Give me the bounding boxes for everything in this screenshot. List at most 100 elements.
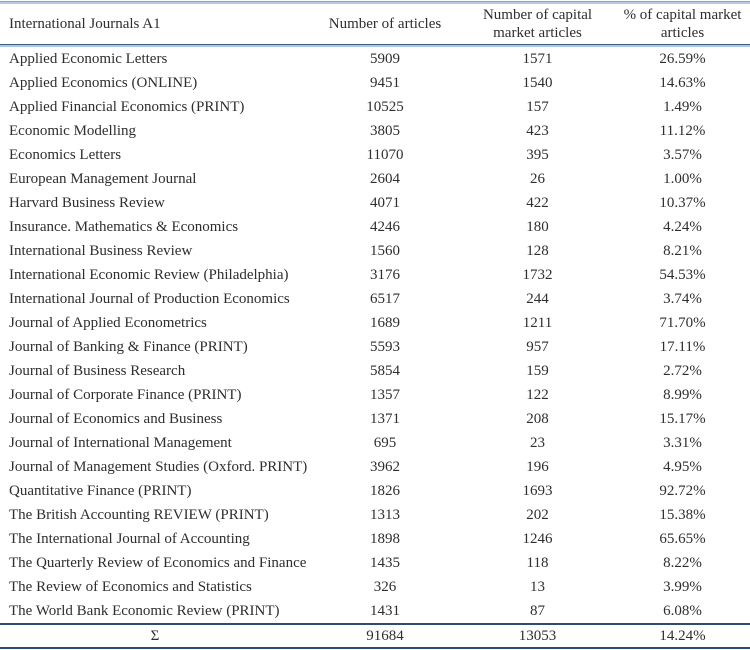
table-row: The World Bank Economic Review (PRINT) 1… (0, 599, 750, 623)
capital-market-articles-cell: 244 (526, 290, 549, 307)
capital-market-articles-cell: 422 (526, 194, 549, 211)
table-row: Journal of Corporate Finance (PRINT) 135… (0, 383, 750, 407)
header-separator-rule (0, 44, 750, 47)
capital-market-percentage-cell: 1.49% (663, 98, 702, 115)
capital-market-percentage-cell: 15.17% (659, 410, 706, 427)
table-row: Journal of Applied Econometrics 1689 121… (0, 311, 750, 335)
capital-market-percentage-cell: 15.38% (659, 506, 706, 523)
table-row: The Review of Economics and Statistics 3… (0, 575, 750, 599)
articles-count-cell: 10525 (366, 98, 404, 115)
journal-name-cell: The International Journal of Accounting (9, 530, 250, 547)
capital-market-articles-cell: 118 (526, 554, 549, 571)
articles-count-cell: 326 (373, 578, 397, 595)
table-row: The Quarterly Review of Economics and Fi… (0, 551, 750, 575)
capital-market-articles-cell: 122 (526, 386, 549, 403)
capital-market-percentage-cell: 3.74% (663, 290, 702, 307)
table-row: Journal of Banking & Finance (PRINT) 559… (0, 335, 750, 359)
table-row: International Economic Review (Philadelp… (0, 263, 750, 287)
table-row: European Management Journal 2604 26 1.00… (0, 167, 750, 191)
capital-market-percentage-cell: 92.72% (659, 482, 706, 499)
capital-market-articles-cell: 159 (526, 362, 549, 379)
journal-name-cell: Journal of Banking & Finance (PRINT) (9, 338, 248, 355)
header-number-of-capital-market-articles: Number of capital market articles (482, 7, 593, 41)
table-row: Insurance. Mathematics & Economics 4246 … (0, 215, 750, 239)
capital-market-articles-cell: 180 (526, 218, 549, 235)
capital-market-articles-cell: 128 (526, 242, 549, 259)
total-separator-rule (0, 623, 750, 625)
capital-market-percentage-cell: 8.21% (663, 242, 702, 259)
capital-market-articles-cell: 87 (530, 602, 545, 619)
capital-market-articles-cell: 1246 (522, 530, 553, 547)
capital-market-percentage-cell: 17.11% (659, 338, 706, 355)
capital-market-articles-cell: 395 (526, 146, 549, 163)
capital-market-percentage-cell: 6.08% (663, 602, 702, 619)
capital-market-percentage-cell: 4.24% (663, 218, 702, 235)
articles-count-cell: 1826 (370, 482, 400, 499)
articles-count-cell: 3176 (370, 266, 400, 283)
table-row: Economics Letters 11070 395 3.57% (0, 143, 750, 167)
journal-name-cell: International Economic Review (Philadelp… (9, 266, 289, 283)
table-row: Applied Economics (ONLINE) 9451 1540 14.… (0, 71, 750, 95)
capital-market-percentage-cell: 3.57% (663, 146, 702, 163)
capital-market-percentage-cell: 54.53% (659, 266, 706, 283)
articles-count-cell: 2604 (370, 170, 400, 187)
total-row: Σ 91684 13053 14.24% (0, 625, 750, 647)
articles-count-cell: 1371 (370, 410, 400, 427)
table-bottom-rule (0, 647, 750, 650)
capital-market-articles-cell: 202 (526, 506, 549, 523)
capital-market-percentage-cell: 65.65% (659, 530, 706, 547)
articles-count-cell: 1898 (370, 530, 400, 547)
capital-market-percentage-cell: 4.95% (663, 458, 702, 475)
table-row: The International Journal of Accounting … (0, 527, 750, 551)
journal-name-cell: Applied Economics (ONLINE) (9, 74, 198, 91)
capital-market-articles-cell: 157 (526, 98, 549, 115)
journal-name-cell: Economics Letters (9, 146, 122, 163)
capital-market-articles-cell: 1540 (522, 74, 553, 91)
capital-market-percentage-cell: 71.70% (659, 314, 706, 331)
articles-count-cell: 1313 (370, 506, 400, 523)
journal-name-cell: Quantitative Finance (PRINT) (9, 482, 192, 499)
journal-name-cell: Harvard Business Review (9, 194, 165, 211)
journal-name-cell: The Review of Economics and Statistics (9, 578, 252, 595)
capital-market-articles-cell: 26 (530, 170, 545, 187)
articles-count-cell: 5854 (370, 362, 400, 379)
table-row: Applied Economic Letters 5909 1571 26.59… (0, 47, 750, 71)
journal-name-cell: The World Bank Economic Review (PRINT) (9, 602, 280, 619)
articles-count-cell: 695 (373, 434, 397, 451)
articles-count-cell: 3962 (370, 458, 400, 475)
table-row: Journal of Economics and Business 1371 2… (0, 407, 750, 431)
journal-name-cell: European Management Journal (9, 170, 197, 187)
total-capital-market-percentage: 14.24% (659, 627, 706, 644)
table-row: Journal of Business Research 5854 159 2.… (0, 359, 750, 383)
articles-count-cell: 5909 (370, 50, 400, 67)
table-row: International Business Review 1560 128 8… (0, 239, 750, 263)
journal-name-cell: Journal of Corporate Finance (PRINT) (9, 386, 242, 403)
articles-count-cell: 9451 (370, 74, 400, 91)
table-header-row: International Journals A1 Number of arti… (0, 4, 750, 44)
header-international-journals: International Journals A1 (9, 16, 161, 32)
journal-name-cell: The Quarterly Review of Economics and Fi… (9, 554, 307, 571)
capital-market-articles-cell: 1732 (522, 266, 553, 283)
journal-name-cell: Applied Financial Economics (PRINT) (9, 98, 245, 115)
journal-name-cell: Insurance. Mathematics & Economics (9, 218, 239, 235)
table-row: Quantitative Finance (PRINT) 1826 1693 9… (0, 479, 750, 503)
capital-market-percentage-cell: 3.99% (663, 578, 702, 595)
capital-market-articles-cell: 1693 (522, 482, 553, 499)
journal-name-cell: Economic Modelling (9, 122, 137, 139)
articles-count-cell: 1560 (370, 242, 400, 259)
journal-name-cell: Journal of Applied Econometrics (9, 314, 207, 331)
capital-market-articles-cell: 208 (526, 410, 549, 427)
articles-count-cell: 4246 (370, 218, 400, 235)
table-row: Harvard Business Review 4071 422 10.37% (0, 191, 750, 215)
capital-market-percentage-cell: 2.72% (663, 362, 702, 379)
total-articles-count: 91684 (366, 627, 404, 644)
capital-market-percentage-cell: 1.00% (663, 170, 702, 187)
articles-count-cell: 1689 (370, 314, 400, 331)
capital-market-articles-cell: 957 (526, 338, 549, 355)
total-capital-market-articles: 13053 (518, 627, 557, 644)
table-top-rule (0, 0, 750, 4)
journal-name-cell: Journal of Economics and Business (9, 410, 223, 427)
journal-name-cell: Journal of Management Studies (Oxford. P… (9, 458, 308, 475)
capital-market-percentage-cell: 11.12% (659, 122, 706, 139)
